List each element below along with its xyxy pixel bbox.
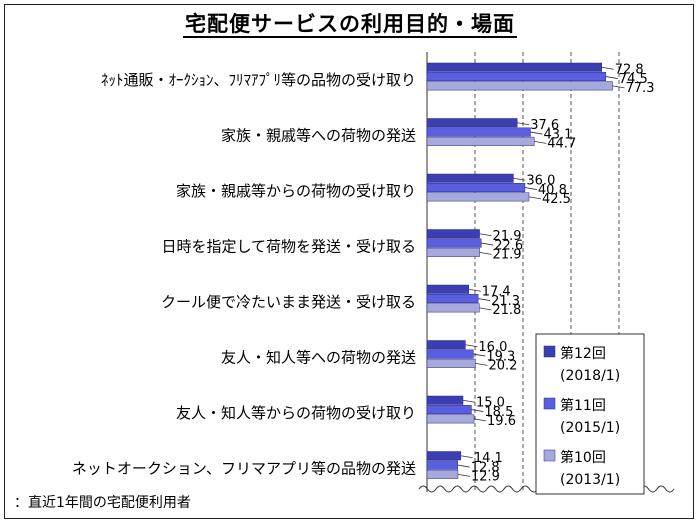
data-label: 37.6 (530, 118, 559, 133)
bar (426, 247, 480, 257)
data-label: 12.9 (471, 470, 500, 485)
category-label: 家族・親戚等への荷物の発送 (221, 127, 416, 145)
data-label: 19.3 (486, 349, 515, 364)
legend-name: 第11回 (560, 397, 606, 414)
leader-line (462, 399, 476, 403)
data-label: 20.2 (488, 359, 517, 374)
leader-line (513, 177, 526, 181)
bar (426, 118, 518, 128)
legend-sub: (2018/1) (560, 368, 620, 384)
legend-box (535, 333, 645, 495)
data-label: 17.4 (482, 285, 511, 300)
bar (426, 414, 475, 424)
data-label: 19.6 (487, 414, 516, 429)
leader-line (517, 122, 530, 126)
leader-line (465, 344, 478, 348)
data-label: 18.5 (484, 405, 513, 420)
data-label: 43.1 (543, 127, 572, 142)
category-label: ﾈｯﾄ通販・ｵｰｸｼｮﾝ、ﾌﾘﾏｱﾌﾟﾘ等の品物の受け取り (101, 71, 416, 89)
category-label: クール便で冷たいまま発送・受け取る (161, 293, 416, 311)
bar (426, 405, 472, 415)
leader-line (534, 140, 547, 144)
data-label: 77.3 (626, 81, 655, 96)
leader-line (612, 85, 625, 89)
bar (426, 460, 458, 470)
legend-name: 第10回 (560, 449, 606, 466)
leader-line (479, 307, 492, 311)
data-label: 22.6 (494, 238, 523, 253)
leader-line (473, 418, 487, 422)
bar (426, 294, 479, 304)
bar (426, 349, 474, 359)
bar (426, 451, 462, 461)
leader-line (473, 353, 486, 357)
bar (426, 183, 526, 193)
data-label: 21.3 (491, 294, 520, 309)
data-label: 44.7 (547, 137, 576, 152)
leader-line (475, 362, 488, 366)
leader-line (605, 76, 618, 79)
data-label: 36.0 (526, 174, 555, 189)
leader-line (457, 464, 470, 468)
category-label: 日時を指定して荷物を発送・受け取る (161, 238, 416, 256)
data-label: 21.8 (492, 303, 521, 318)
leader-line (524, 187, 537, 190)
legend-swatch (543, 397, 556, 410)
bar (426, 284, 470, 294)
bar (426, 238, 482, 248)
leader-line (601, 66, 614, 70)
data-label: 21.9 (493, 248, 522, 263)
bar (426, 81, 613, 91)
bar (426, 127, 531, 137)
leader-line (468, 288, 481, 292)
legend-swatch (543, 345, 556, 358)
data-label: 14.1 (474, 451, 503, 466)
bar (426, 173, 514, 183)
bar (426, 340, 466, 350)
data-label: 74.5 (619, 72, 648, 87)
legend-name: 第12回 (560, 345, 606, 362)
data-label: 21.9 (493, 229, 522, 244)
data-label: 12.8 (471, 460, 500, 475)
leader-line (479, 233, 492, 237)
bar (426, 469, 459, 479)
leader-line (530, 131, 543, 135)
bar (426, 358, 476, 368)
footnote: ：直近1年間の宅配便利用者 (14, 495, 191, 511)
bar (426, 136, 535, 146)
legend-swatch (543, 449, 556, 462)
leader-line (460, 455, 473, 459)
legend-sub: (2015/1) (560, 420, 620, 436)
data-label: 16.0 (478, 340, 507, 355)
category-label: 友人・知人等への荷物の発送 (221, 349, 416, 367)
legend-sub: (2013/1) (560, 472, 620, 488)
leader-line (457, 473, 471, 477)
bar (426, 395, 464, 405)
bar (426, 303, 480, 313)
leader-line (481, 242, 494, 246)
category-label: 家族・親戚等からの荷物の受け取り (176, 182, 416, 200)
data-label: 15.0 (476, 396, 505, 411)
leader-line (479, 251, 492, 255)
data-label: 72.8 (615, 63, 644, 78)
category-label: ネットオークション、フリマアプリ等の品物の発送 (72, 460, 416, 478)
bar (426, 192, 530, 202)
leader-line (478, 298, 491, 301)
chart-title: 宅配便サービスの利用目的・場面 (183, 12, 517, 38)
data-label: 42.5 (542, 192, 571, 207)
data-label: 40.8 (538, 183, 567, 198)
leader-line (471, 409, 484, 412)
bar (426, 72, 607, 82)
bar (426, 229, 480, 239)
category-label: 友人・知人等からの荷物の受け取り (176, 404, 416, 422)
bar (426, 62, 602, 72)
leader-line (528, 196, 542, 200)
